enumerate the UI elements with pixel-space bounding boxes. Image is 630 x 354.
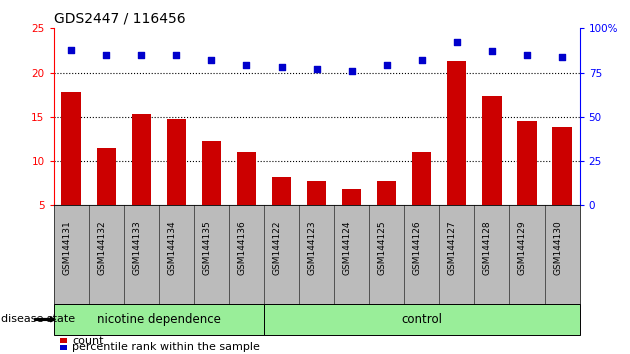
Text: control: control — [401, 313, 442, 326]
Point — [171, 52, 181, 58]
Text: percentile rank within the sample: percentile rank within the sample — [72, 342, 260, 353]
Text: GSM144129: GSM144129 — [518, 220, 527, 275]
Text: nicotine dependence: nicotine dependence — [97, 313, 220, 326]
Point — [557, 54, 567, 59]
Text: count: count — [72, 336, 104, 346]
Text: GSM144125: GSM144125 — [378, 220, 387, 275]
Bar — [483, 97, 501, 205]
Bar — [202, 141, 221, 205]
Bar — [307, 181, 326, 205]
Point — [136, 52, 146, 58]
Point — [241, 63, 251, 68]
Bar — [96, 148, 116, 205]
Bar — [272, 177, 291, 205]
Point — [66, 47, 76, 52]
Text: GSM144123: GSM144123 — [307, 220, 316, 275]
Bar — [412, 152, 432, 205]
Text: GSM144124: GSM144124 — [343, 220, 352, 275]
Text: GSM144128: GSM144128 — [483, 220, 492, 275]
Bar — [62, 92, 81, 205]
Point — [452, 40, 462, 45]
Bar — [447, 61, 466, 205]
Point — [346, 68, 357, 74]
Bar — [132, 114, 151, 205]
Point — [101, 52, 112, 58]
Text: GSM144134: GSM144134 — [168, 220, 176, 275]
Bar — [167, 120, 186, 205]
Text: GSM144136: GSM144136 — [238, 220, 246, 275]
Text: GSM144133: GSM144133 — [132, 220, 141, 275]
Point — [522, 52, 532, 58]
Text: GSM144135: GSM144135 — [202, 220, 212, 275]
Text: GSM144122: GSM144122 — [273, 220, 282, 275]
Point — [382, 63, 392, 68]
Text: disease state: disease state — [1, 314, 75, 325]
Text: GDS2447 / 116456: GDS2447 / 116456 — [54, 12, 185, 26]
Text: GSM144127: GSM144127 — [448, 220, 457, 275]
Bar — [342, 189, 361, 205]
Point — [487, 48, 497, 54]
Bar — [517, 121, 537, 205]
Text: GSM144130: GSM144130 — [553, 220, 562, 275]
Point — [277, 64, 287, 70]
Text: GSM144131: GSM144131 — [62, 220, 71, 275]
Bar — [377, 181, 396, 205]
Point — [311, 66, 321, 72]
Text: GSM144126: GSM144126 — [413, 220, 421, 275]
Bar — [553, 127, 571, 205]
Bar — [237, 152, 256, 205]
Text: GSM144132: GSM144132 — [97, 220, 106, 275]
Point — [206, 57, 217, 63]
Point — [417, 57, 427, 63]
